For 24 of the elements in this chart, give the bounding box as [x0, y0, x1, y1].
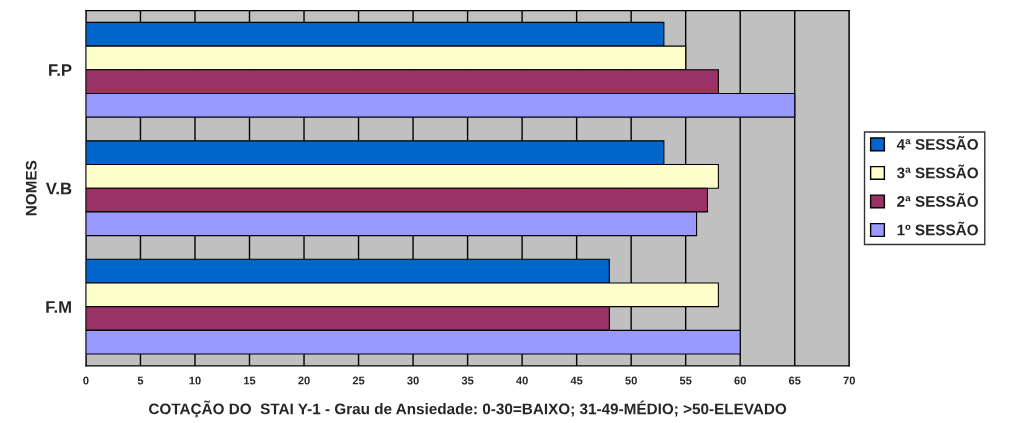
- x-axis-title: COTAÇÃO DO STAI Y-1 - Grau de Ansiedade: 0-30=BAIXO; 31-49-MÉDIO; >50-ELEVADO: [149, 400, 787, 418]
- x-tick-label: 10: [189, 376, 201, 385]
- x-tick-label: 35: [461, 376, 474, 385]
- x-tick-label: 20: [298, 376, 310, 385]
- legend-label: 3ª SESSÃO: [896, 164, 979, 179]
- x-tick-label: 40: [516, 376, 528, 385]
- x-tick-label: 25: [352, 376, 365, 385]
- x-tick-label: 0: [83, 376, 89, 385]
- x-tick-label: 55: [679, 376, 692, 385]
- x-tick-label: 65: [788, 376, 801, 385]
- legend-label: 2ª SESSÃO: [897, 193, 979, 207]
- y-tick-label: V.B: [45, 182, 72, 195]
- x-tick-label: 15: [244, 376, 256, 385]
- x-tick-label: 60: [734, 376, 746, 385]
- x-tick-label: 30: [407, 376, 419, 385]
- x-tick-label: 45: [570, 376, 583, 385]
- y-tick-label: F.M: [46, 301, 71, 313]
- x-tick-label: 70: [843, 376, 855, 385]
- x-tick-label: 50: [625, 376, 637, 385]
- legend-label: 4ª SESSÃO: [896, 136, 979, 150]
- x-tick-label: 5: [137, 376, 144, 385]
- y-tick-label: F.P: [49, 64, 72, 76]
- y-axis-title: NOMES: [25, 160, 37, 216]
- legend-label: 1º SESSÃO: [897, 221, 978, 236]
